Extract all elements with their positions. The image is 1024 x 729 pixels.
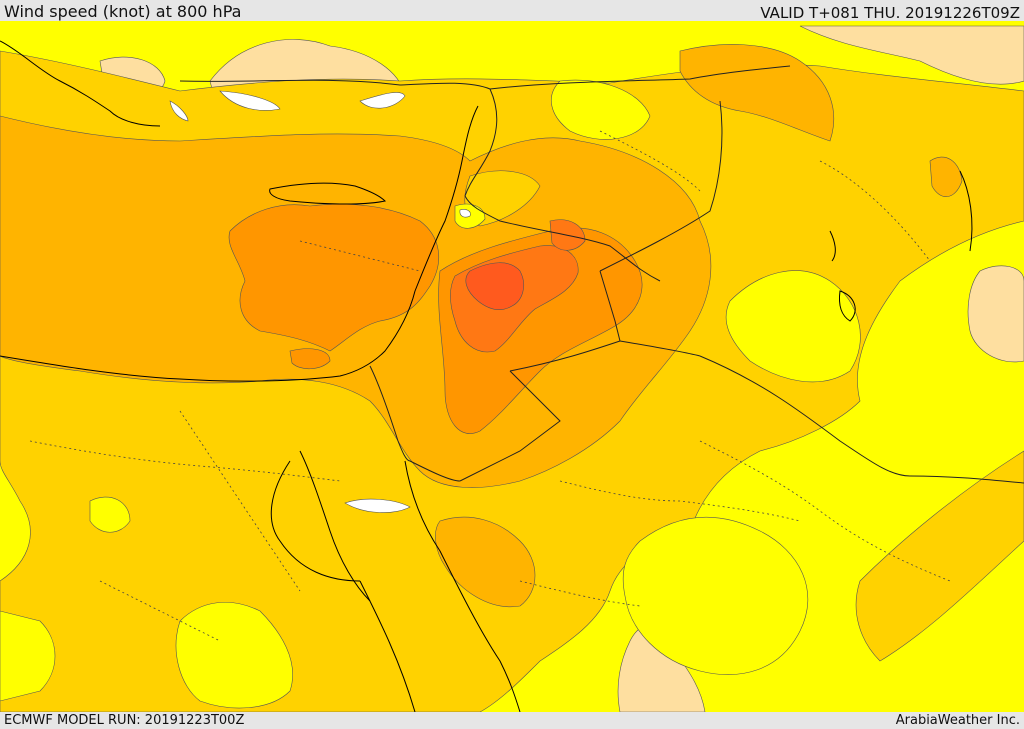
peak-wind-core (465, 262, 524, 310)
map-title: Wind speed (knot) at 800 hPa (4, 2, 242, 21)
low-islands (0, 79, 861, 709)
very-low-spots (169, 90, 411, 513)
country-borders (179, 65, 1024, 484)
wind-speed-map (0, 21, 1024, 712)
map-canvas (0, 21, 1024, 712)
map-footer: ECMWF MODEL RUN: 20191223T00Z ArabiaWeat… (0, 712, 1024, 729)
internal-boundaries (29, 130, 951, 642)
coastlines (0, 40, 973, 712)
valid-time: VALID T+081 THU. 20191226T09Z (760, 4, 1020, 22)
map-header: Wind speed (knot) at 800 hPa VALID T+081… (0, 0, 1024, 22)
credit: ArabiaWeather Inc. (895, 713, 1020, 728)
model-run: ECMWF MODEL RUN: 20191223T00Z (4, 713, 245, 728)
